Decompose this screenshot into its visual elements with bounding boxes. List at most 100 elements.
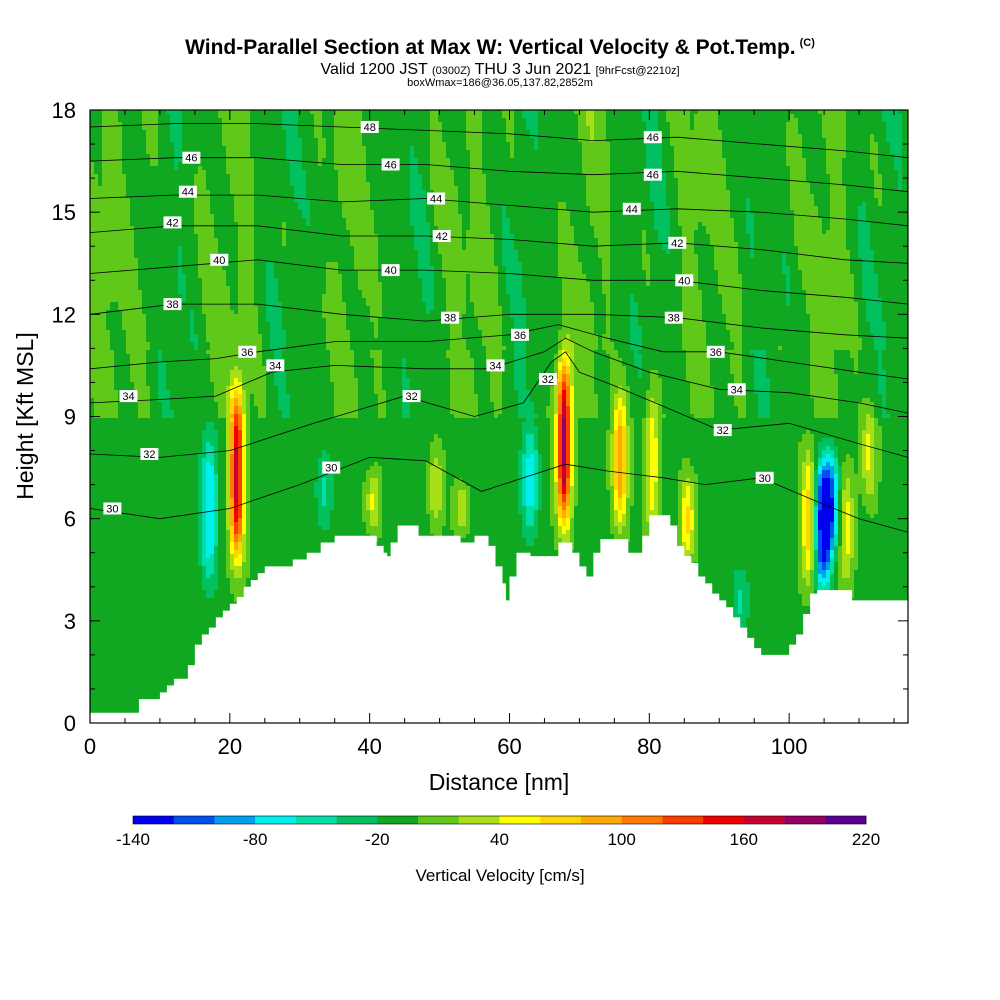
velocity-cell <box>834 126 839 131</box>
velocity-cell <box>778 130 783 135</box>
velocity-cell <box>458 122 463 127</box>
velocity-cell <box>214 126 219 131</box>
velocity-cell <box>626 118 631 123</box>
velocity-cell <box>894 122 899 127</box>
velocity-cell <box>122 110 127 115</box>
velocity-cell <box>418 122 423 127</box>
velocity-cell <box>242 114 247 119</box>
velocity-cell <box>778 110 783 115</box>
velocity-cell <box>798 130 803 135</box>
velocity-cell <box>698 122 703 127</box>
velocity-cell <box>734 130 739 135</box>
velocity-cell <box>634 126 639 131</box>
velocity-cell <box>766 126 771 131</box>
velocity-cell <box>458 118 463 123</box>
velocity-cell <box>470 122 475 127</box>
velocity-cell <box>226 126 231 131</box>
velocity-cell <box>118 130 123 135</box>
velocity-cell <box>718 122 723 127</box>
velocity-cell <box>302 126 307 131</box>
velocity-cell <box>342 114 347 119</box>
velocity-cell <box>298 122 303 127</box>
velocity-cell <box>658 114 663 119</box>
velocity-cell <box>178 130 183 135</box>
velocity-cell <box>750 130 755 135</box>
velocity-cell <box>694 114 699 119</box>
velocity-cell <box>710 114 715 119</box>
velocity-cell <box>242 122 247 127</box>
velocity-cell <box>654 114 659 119</box>
velocity-cell <box>110 118 115 123</box>
velocity-cell <box>302 114 307 119</box>
velocity-cell <box>546 130 551 135</box>
velocity-cell <box>142 130 147 135</box>
velocity-cell <box>866 114 871 119</box>
velocity-cell <box>654 110 659 115</box>
velocity-cell <box>662 114 667 119</box>
velocity-cell <box>398 118 403 123</box>
velocity-cell <box>694 122 699 127</box>
velocity-cell <box>526 110 531 115</box>
velocity-cell <box>638 126 643 131</box>
velocity-cell <box>114 118 119 123</box>
velocity-cell <box>238 114 243 119</box>
velocity-cell <box>222 126 227 131</box>
velocity-cell <box>486 126 491 131</box>
velocity-cell <box>422 114 427 119</box>
velocity-cell <box>730 126 735 131</box>
velocity-cell <box>834 118 839 123</box>
velocity-cell <box>458 110 463 115</box>
velocity-cell <box>514 126 519 131</box>
velocity-cell <box>662 110 667 115</box>
velocity-cell <box>242 126 247 131</box>
velocity-cell <box>738 126 743 131</box>
velocity-cell <box>290 110 295 115</box>
velocity-cell <box>162 126 167 131</box>
velocity-cell <box>590 114 595 119</box>
velocity-cell <box>502 114 507 119</box>
velocity-cell <box>690 110 695 115</box>
velocity-cell <box>218 126 223 131</box>
velocity-cell <box>322 130 327 135</box>
velocity-cell <box>318 118 323 123</box>
velocity-cell <box>802 122 807 127</box>
velocity-cell <box>866 130 871 135</box>
velocity-cell <box>634 110 639 115</box>
velocity-cell <box>122 114 127 119</box>
velocity-cell <box>454 114 459 119</box>
velocity-cell <box>866 110 871 115</box>
velocity-cell <box>878 122 883 127</box>
velocity-cell <box>678 118 683 123</box>
velocity-cell <box>598 126 603 131</box>
velocity-cell <box>554 114 559 119</box>
velocity-cell <box>370 110 375 115</box>
velocity-cell <box>670 130 675 135</box>
velocity-cell <box>650 110 655 115</box>
velocity-cell <box>402 122 407 127</box>
velocity-cell <box>394 114 399 119</box>
velocity-cell <box>710 130 715 135</box>
velocity-cell <box>618 126 623 131</box>
velocity-cell <box>578 114 583 119</box>
velocity-cell <box>758 122 763 127</box>
velocity-cell <box>874 122 879 127</box>
velocity-cell <box>626 114 631 119</box>
velocity-cell <box>246 126 251 131</box>
velocity-cell <box>510 118 515 123</box>
velocity-cell <box>346 122 351 127</box>
velocity-cell <box>274 118 279 123</box>
velocity-cell <box>406 110 411 115</box>
velocity-cell <box>826 118 831 123</box>
velocity-cell <box>102 134 107 139</box>
velocity-cell <box>206 126 211 131</box>
velocity-cell <box>894 126 899 131</box>
velocity-cell <box>814 110 819 115</box>
velocity-cell <box>766 114 771 119</box>
velocity-cell <box>666 126 671 131</box>
velocity-cell <box>530 110 535 115</box>
velocity-cell <box>466 118 471 123</box>
velocity-cell <box>426 122 431 127</box>
velocity-cell <box>154 126 159 131</box>
velocity-cell <box>886 114 891 119</box>
velocity-cell <box>694 126 699 131</box>
